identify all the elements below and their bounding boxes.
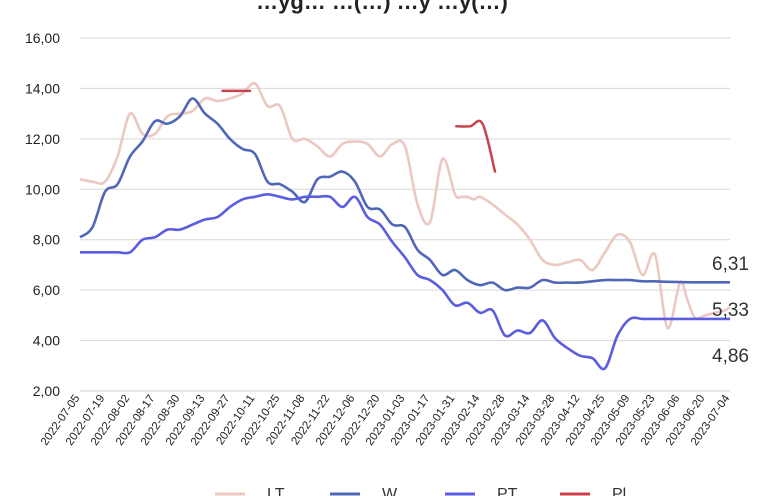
end-value-label: 5,33 xyxy=(712,300,749,321)
series-lines xyxy=(79,81,731,371)
y-tick-label: 12,00 xyxy=(25,131,60,147)
chart-title: …yg… …(…) …y …y(…) xyxy=(256,0,508,14)
legend-label: …W… xyxy=(366,486,413,496)
legend-label: …LT… xyxy=(251,486,300,496)
end-value-label: 4,86 xyxy=(712,346,749,367)
y-tick-label: 8,00 xyxy=(33,232,60,248)
legend-label: …PT… xyxy=(481,486,533,496)
y-tick-label: 10,00 xyxy=(25,181,60,197)
legend: …LT… …W… …PT… …Pl… xyxy=(215,486,642,496)
gridlines xyxy=(80,37,730,392)
series-line xyxy=(80,193,730,371)
series-segment xyxy=(455,119,497,173)
end-value-labels: 6,31 5,33 4,86 xyxy=(712,254,749,367)
y-tick-label: 14,00 xyxy=(25,80,60,96)
end-value-label: 6,31 xyxy=(712,254,749,275)
series-line xyxy=(79,97,730,292)
y-tick-label: 4,00 xyxy=(33,333,60,349)
x-axis-tick-labels: 2022-07-052022-07-192022-08-022022-08-17… xyxy=(39,392,733,448)
legend-label: …Pl… xyxy=(596,486,642,496)
y-tick-label: 16,00 xyxy=(25,30,60,46)
y-axis-tick-labels: 2,00 4,00 6,00 8,00 10,00 12,00 14,00 16,00 xyxy=(25,30,60,399)
y-tick-label: 6,00 xyxy=(33,282,60,298)
y-tick-label: 2,00 xyxy=(33,383,60,399)
series-line xyxy=(79,81,731,330)
